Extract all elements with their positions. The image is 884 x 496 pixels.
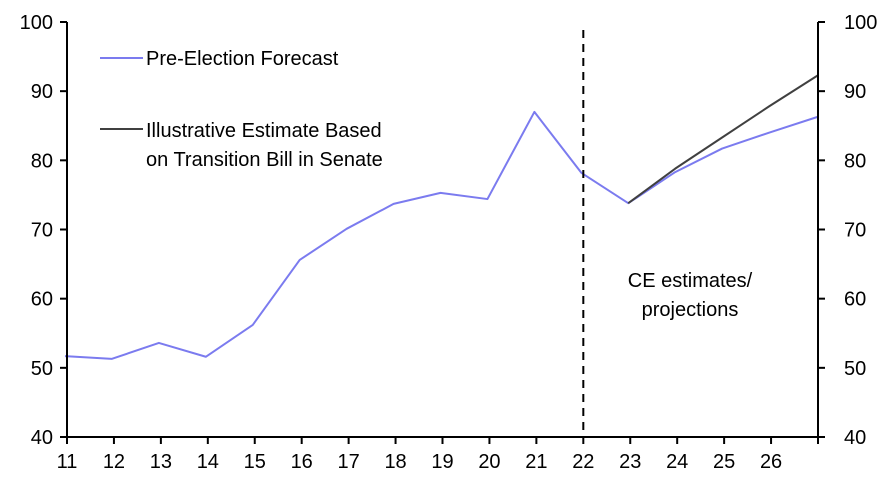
x-tick-label: 25: [713, 451, 735, 473]
x-tick-label: 18: [384, 451, 406, 473]
annotations: CE estimates/projections: [582, 30, 753, 437]
y-tick-label-left: 80: [31, 150, 53, 172]
plot-lines: [64, 74, 819, 360]
x-tick-label: 24: [666, 451, 688, 473]
y-tick-label-right: 100: [844, 12, 877, 34]
legend: Pre-Election Forecast Illustrative Estima…: [100, 48, 383, 171]
y-tick-label-left: 70: [31, 220, 53, 242]
y-tick-label-right: 80: [844, 150, 866, 172]
projection-annotation-text: CE estimates/: [628, 270, 753, 292]
legend-label-illustrative-estimate: Illustrative Estimate Based: [146, 120, 382, 142]
y-tick-label-left: 50: [31, 358, 53, 380]
x-tick-label: 22: [572, 451, 594, 473]
y-tick-label-right: 40: [844, 427, 866, 449]
legend-label-illustrative-estimate: on Transition Bill in Senate: [146, 149, 383, 171]
y-tick-label-left: 90: [31, 81, 53, 103]
y-tick-label-left: 60: [31, 289, 53, 311]
x-tick-label: 23: [619, 451, 641, 473]
legend-label-pre-election-forecast: Pre-Election Forecast: [146, 48, 339, 70]
x-tick-label: 17: [338, 451, 360, 473]
x-tick-label: 13: [150, 451, 172, 473]
axes: 40 40 50 50 60 60 70 70 80 80 90 90 100 100 11 12 13 14 15…: [20, 12, 878, 473]
x-tick-label: 12: [103, 451, 125, 473]
y-tick-label-right: 50: [844, 358, 866, 380]
x-tick-label: 15: [244, 451, 266, 473]
x-tick-label: 26: [760, 451, 782, 473]
x-tick-label: 14: [197, 451, 219, 473]
x-tick-label: 21: [525, 451, 547, 473]
projection-annotation-text: projections: [642, 299, 739, 321]
x-tick-label: 20: [478, 451, 500, 473]
y-tick-label-left: 40: [31, 427, 53, 449]
y-tick-label-right: 60: [844, 289, 866, 311]
x-tick-label: 19: [431, 451, 453, 473]
y-tick-label-right: 90: [844, 81, 866, 103]
y-tick-label-right: 70: [844, 220, 866, 242]
y-tick-label-left: 100: [20, 12, 53, 34]
x-tick-label: 16: [291, 451, 313, 473]
x-tick-label: 11: [57, 451, 78, 473]
